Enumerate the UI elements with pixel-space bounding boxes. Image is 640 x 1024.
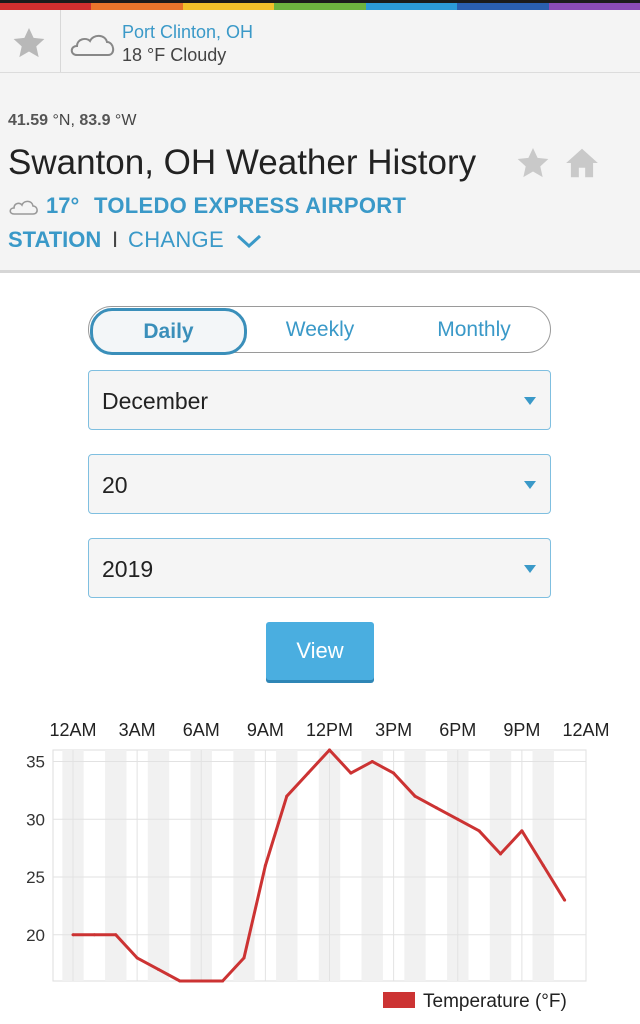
year-value: 2019: [102, 556, 154, 582]
temperature-point: [392, 771, 396, 775]
shaded-band: [105, 750, 127, 981]
day-value: 20: [102, 472, 128, 498]
temperature-point: [221, 979, 225, 983]
recent-conditions: 18 °F Cloudy: [122, 45, 227, 65]
temperature-point: [499, 852, 502, 856]
x-tick-label: 12AM: [49, 720, 96, 740]
caret-down-icon: [524, 481, 536, 489]
x-tick-label: 9AM: [247, 720, 284, 740]
temperature-point: [434, 806, 438, 810]
temperature-point: [263, 864, 267, 867]
star-icon[interactable]: [514, 144, 552, 182]
view-button[interactable]: View: [266, 622, 374, 680]
temperature-point: [456, 817, 460, 821]
shaded-band: [361, 750, 383, 981]
day-select[interactable]: 20: [88, 454, 551, 514]
shaded-band: [276, 750, 298, 981]
latitude-unit: °N,: [48, 112, 80, 129]
temperature-point: [477, 829, 481, 833]
station-label: STATION: [8, 227, 102, 252]
x-tick-label: 3AM: [119, 720, 156, 740]
temperature-point: [349, 771, 353, 775]
temperature-point: [306, 771, 310, 775]
recent-city-link[interactable]: Port Clinton, OH: [122, 22, 254, 42]
rainbow-accent-bar: [0, 0, 640, 10]
temperature-point: [541, 864, 545, 867]
shaded-band: [489, 750, 512, 981]
temperature-series-line: [73, 748, 566, 983]
shaded-band: [233, 750, 255, 981]
temperature-point: [242, 956, 246, 960]
x-tick-label: 12AM: [562, 720, 609, 740]
location-header: 41.59 °N, 83.9 °W Swanton, OH Weather Hi…: [0, 73, 640, 273]
temperature-point: [285, 794, 289, 798]
station-temperature: 17°: [46, 193, 80, 218]
temperature-point: [199, 979, 203, 983]
recent-locations-bar: Port Clinton, OH 18 °F Cloudy: [0, 10, 640, 73]
temperature-point: [71, 933, 75, 937]
temperature-point: [520, 829, 524, 833]
x-tick-label: 3PM: [375, 720, 412, 740]
y-tick-label: 20: [26, 926, 45, 945]
year-select[interactable]: 2019: [88, 538, 551, 598]
temperature-point: [413, 794, 417, 798]
y-tick-label: 35: [26, 753, 45, 772]
x-tick-label: 12PM: [306, 720, 353, 740]
cloud-icon: [70, 34, 115, 56]
temperature-point: [114, 933, 118, 937]
change-station-button[interactable]: CHANGE: [128, 227, 224, 252]
period-toggle: Daily Weekly Monthly: [88, 306, 551, 355]
temperature-point: [563, 898, 567, 902]
station-separator: I: [112, 227, 119, 252]
temperature-point: [157, 967, 160, 971]
temperature-point: [328, 748, 331, 752]
cloud-icon: [9, 200, 38, 215]
divider: [60, 10, 61, 72]
caret-down-icon: [524, 397, 536, 405]
tab-daily[interactable]: Daily: [90, 308, 247, 355]
station-name-link[interactable]: TOLEDO EXPRESS AIRPORT: [94, 193, 407, 218]
latitude: 41.59: [8, 112, 49, 129]
temperature-point: [370, 760, 374, 764]
month-select[interactable]: December: [88, 370, 551, 430]
coordinates: 41.59 °N, 83.9 °W: [8, 112, 136, 130]
caret-down-icon: [524, 565, 536, 573]
top-dark-strip: [0, 0, 640, 3]
legend-swatch: [383, 992, 415, 1008]
temperature-point: [135, 956, 139, 960]
x-tick-label: 9PM: [503, 720, 540, 740]
temperature-point: [92, 933, 96, 937]
star-icon[interactable]: [10, 24, 48, 62]
page-title: Swanton, OH Weather History: [8, 143, 477, 182]
chevron-down-icon[interactable]: [236, 233, 262, 249]
x-tick-label: 6PM: [439, 720, 476, 740]
y-tick-label: 25: [26, 868, 45, 887]
x-tick-label: 6AM: [183, 720, 220, 740]
legend-label: Temperature (°F): [423, 991, 567, 1012]
tab-monthly[interactable]: Monthly: [437, 318, 511, 341]
tab-weekly[interactable]: Weekly: [285, 318, 355, 341]
y-tick-label: 30: [26, 810, 45, 829]
home-icon[interactable]: [562, 144, 602, 182]
month-value: December: [102, 388, 209, 414]
temperature-point: [178, 979, 182, 983]
shaded-band: [404, 750, 426, 981]
longitude: 83.9: [79, 112, 111, 129]
longitude-unit: °W: [110, 112, 137, 129]
shaded-band: [147, 750, 170, 981]
